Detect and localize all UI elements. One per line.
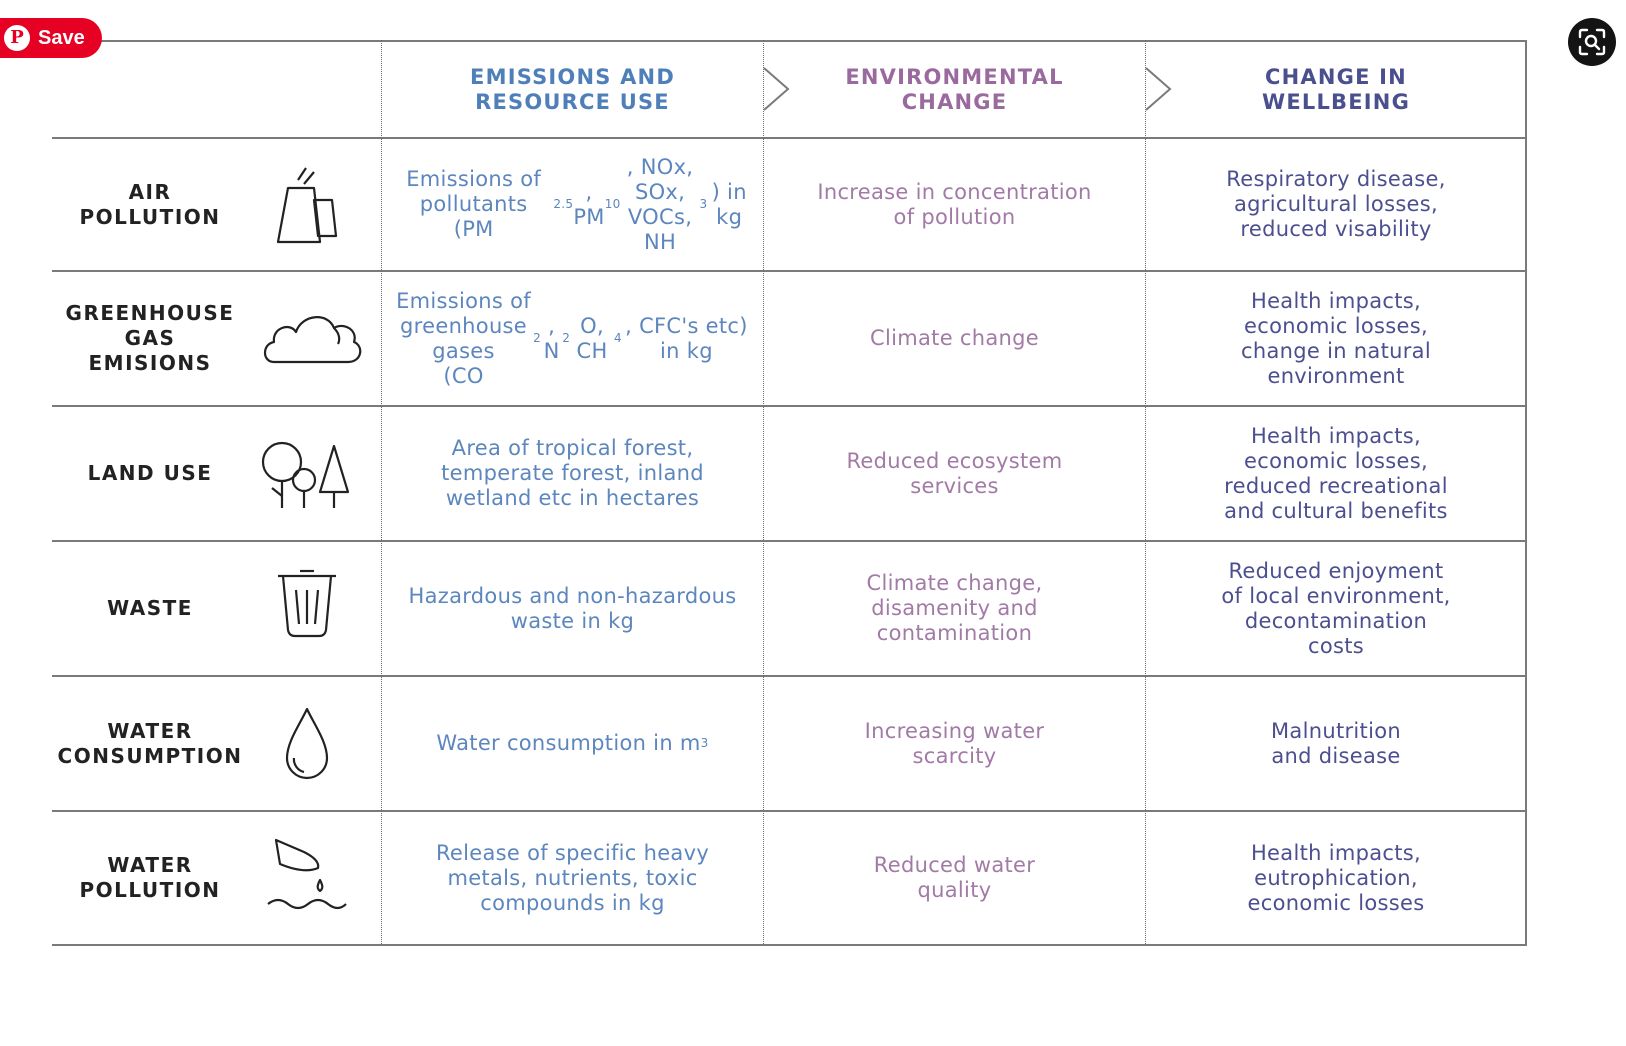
- cell-environmental-change: Increasing water scarcity: [864, 718, 1045, 768]
- trash-bin-icon: [278, 569, 336, 638]
- water-drop-icon: [285, 707, 329, 780]
- table-top-rule: [95, 40, 1527, 42]
- cell-environmental-change: Reduced water quality: [873, 853, 1036, 902]
- cell-environmental-change: Climate change: [870, 326, 1039, 350]
- pinterest-logo-icon: P: [4, 25, 30, 51]
- row-divider: [52, 270, 1527, 272]
- column-divider: [381, 40, 382, 944]
- column-divider: [1145, 40, 1146, 944]
- row-label-water-pollution: WATER POLLUTION: [79, 853, 221, 902]
- cell-wellbeing: Health impacts, eutrophication, economic…: [1247, 840, 1425, 915]
- column-header-wellbeing: CHANGE IN WELLBEING: [1261, 64, 1411, 114]
- trees-icon: [261, 441, 350, 508]
- column-header-environmental-change: ENVIRONMENTAL CHANGE: [845, 64, 1064, 114]
- cell-emissions: Hazardous and non-hazardous waste in kg: [408, 583, 737, 633]
- cell-wellbeing: Health impacts, economic losses, reduced…: [1224, 423, 1448, 523]
- save-button-label: Save: [38, 26, 85, 49]
- cell-wellbeing: Health impacts, economic losses, change …: [1241, 288, 1431, 388]
- row-label-greenhouse-gas: GREENHOUSE GAS EMISIONS: [65, 301, 235, 375]
- row-divider: [52, 540, 1527, 542]
- save-button[interactable]: P Save: [0, 18, 102, 58]
- chevron-right-icon: [1145, 67, 1172, 111]
- magnifier-lens-icon: [1578, 28, 1606, 56]
- column-divider: [763, 40, 764, 944]
- water-pollution-icon: [267, 838, 347, 910]
- column-header-emissions: EMISSIONS AND RESOURCE USE: [470, 64, 675, 114]
- cell-wellbeing: Malnutrition and disease: [1271, 718, 1401, 768]
- cell-emissions: Emissions of pollutants (PM 2.5, PM 10, NO…: [406, 154, 747, 254]
- cell-emissions: Release of specific heavy metals, nutrie…: [435, 840, 710, 915]
- cloud-icon: [263, 316, 362, 364]
- cell-environmental-change: Reduced ecosystem services: [846, 448, 1063, 498]
- cell-emissions: Area of tropical forest, temperate fores…: [441, 436, 704, 510]
- cell-wellbeing: Reduced enjoyment of local environment, …: [1221, 558, 1451, 658]
- visual-search-button[interactable]: [1568, 18, 1616, 66]
- row-divider: [52, 405, 1527, 407]
- row-divider: [52, 675, 1527, 677]
- cell-environmental-change: Increase in concentration of pollution: [817, 179, 1092, 229]
- header-bottom-rule: [52, 137, 1527, 139]
- cell-emissions: Emissions of greenhouse gases (CO 2, N 2 O,…: [396, 288, 748, 388]
- row-label-land-use: LAND USE: [87, 461, 213, 485]
- row-label-waste: WASTE: [107, 596, 193, 620]
- table-bottom-rule: [52, 944, 1527, 946]
- row-label-air-pollution: AIR POLLUTION: [79, 179, 221, 229]
- chevron-right-icon: [763, 67, 790, 111]
- cell-environmental-change: Climate change, disamenity and contamina…: [866, 571, 1043, 645]
- factory-icon: [276, 167, 338, 244]
- row-label-water-consumption: WATER CONSUMPTION: [57, 718, 243, 768]
- row-divider: [52, 810, 1527, 812]
- table-right-border: [1525, 40, 1527, 946]
- cell-wellbeing: Respiratory disease, agricultural losses…: [1226, 167, 1446, 241]
